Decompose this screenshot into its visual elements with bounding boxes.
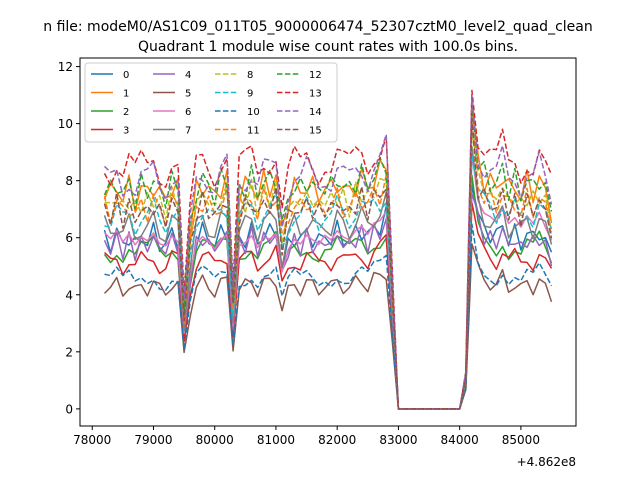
chart-title: Quadrant 1 module wise count rates with … <box>138 39 518 55</box>
legend-label-13: 13 <box>309 89 322 100</box>
series-line-15 <box>103 117 553 410</box>
series-line-10 <box>104 223 553 410</box>
legend-label-12: 12 <box>309 70 322 81</box>
x-tick-label: 82000 <box>318 433 356 447</box>
series-line-14 <box>103 94 553 410</box>
x-tick-label: 80000 <box>196 433 234 447</box>
chart-suptitle: n file: modeM0/AS1C09_011T05_9000006474_… <box>43 19 592 35</box>
y-tick-label: 10 <box>58 117 73 131</box>
y-tick-label: 12 <box>58 60 73 74</box>
y-tick-label: 2 <box>65 345 73 359</box>
legend-label-7: 7 <box>185 126 191 137</box>
y-tick-label: 4 <box>65 288 73 302</box>
legend-label-8: 8 <box>247 70 253 81</box>
y-axis: 0 2 4 6 8 10 12 <box>58 60 80 416</box>
plot-border <box>79 57 577 427</box>
legend-label-11: 11 <box>247 126 260 137</box>
x-tick-label: 81000 <box>257 433 295 447</box>
y-tick-label: 6 <box>65 231 73 245</box>
legend-label-6: 6 <box>185 107 191 118</box>
legend-label-9: 9 <box>247 89 253 100</box>
legend-label-0: 0 <box>123 70 129 81</box>
y-tick-label: 0 <box>65 402 73 416</box>
x-tick-label: 83000 <box>379 433 417 447</box>
x-tick-label: 84000 <box>441 433 479 447</box>
x-tick-label: 85000 <box>502 433 540 447</box>
legend-label-2: 2 <box>123 107 129 118</box>
x-tick-label: 79000 <box>134 433 172 447</box>
legend-label-5: 5 <box>185 89 191 100</box>
y-tick-label: 8 <box>65 174 73 188</box>
x-offset-label: +4.862e8 <box>517 455 576 469</box>
series-line-9 <box>104 154 553 410</box>
x-axis: 78000 79000 80000 81000 82000 83000 84000 85000 <box>73 426 540 447</box>
series-lines <box>103 89 553 410</box>
legend-label-3: 3 <box>123 126 129 137</box>
x-tick-label: 78000 <box>73 433 111 447</box>
legend-box <box>84 62 338 143</box>
legend-label-4: 4 <box>185 70 191 81</box>
legend-label-10: 10 <box>247 107 260 118</box>
legend-label-14: 14 <box>309 107 322 118</box>
legend-label-15: 15 <box>309 126 322 137</box>
legend-label-1: 1 <box>123 89 129 100</box>
